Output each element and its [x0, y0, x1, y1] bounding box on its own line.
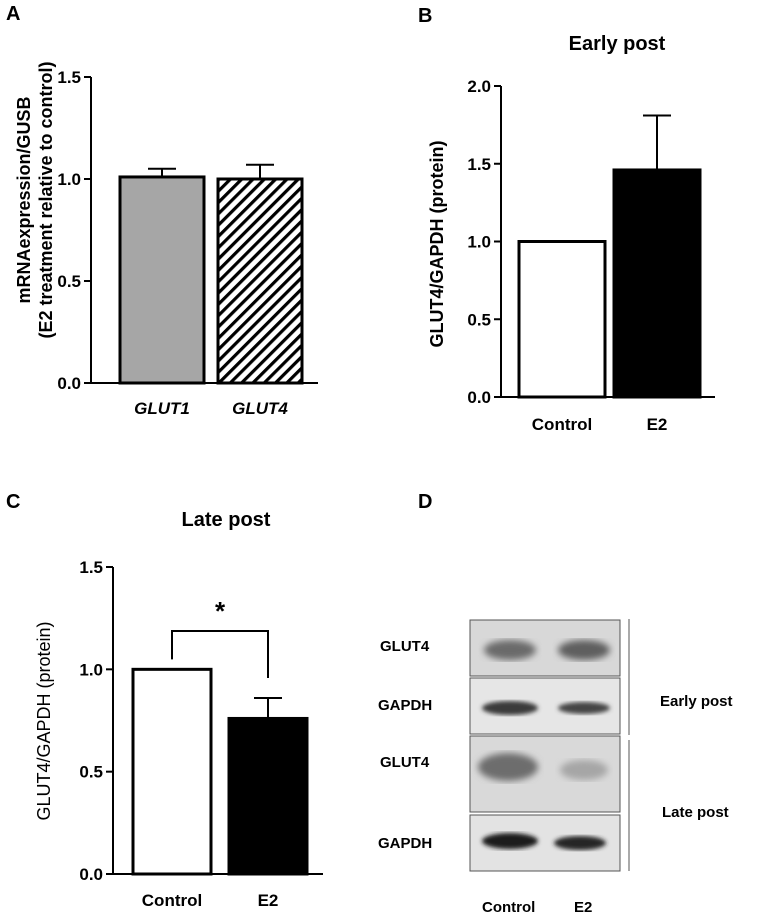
chart-b-ylabel: GLUT4/GAPDH (protein): [427, 141, 447, 348]
significance-bracket: [171, 630, 269, 678]
category-label: GLUT1: [134, 399, 190, 418]
y-tick-label: 1.0: [57, 170, 81, 189]
chart-a: mRNAexpression/GUSB (E2 treatment relati…: [14, 61, 318, 418]
panel-letter-d: D: [418, 491, 432, 513]
chart-c-ylabel: GLUT4/GAPDH (protein): [34, 621, 54, 820]
band-glut4-late-control: [478, 753, 538, 781]
band-gapdh-late-control: [482, 833, 538, 849]
chart-a-ylabel-line2: (E2 treatment relative to control): [36, 61, 56, 338]
band-glut4-early-e2: [558, 640, 610, 660]
significance-star: *: [215, 596, 226, 626]
blot-row-label-4: GAPDH: [378, 835, 432, 852]
category-label: E2: [258, 891, 279, 910]
bar-glut1: [118, 175, 206, 385]
band-glut4-late-e2: [560, 760, 608, 780]
blot-lane-e2: E2: [574, 899, 592, 916]
bar-control: [517, 240, 607, 399]
chart-c-title: Late post: [182, 509, 271, 531]
category-label: E2: [647, 415, 668, 434]
blot-group-early: Early post: [660, 693, 733, 710]
y-tick-label: 0.5: [467, 310, 491, 329]
category-label: GLUT4: [232, 399, 288, 418]
y-tick-label: 2.0: [467, 77, 491, 96]
blot-row-label-3: GLUT4: [380, 754, 430, 771]
blot-group-late: Late post: [662, 804, 729, 821]
panel-letter-c: C: [6, 491, 20, 513]
bar-glut4: [216, 177, 304, 385]
blot-lane-control: Control: [482, 899, 535, 916]
panel-letter-b: B: [418, 5, 432, 27]
band-gapdh-early-e2: [558, 702, 610, 714]
panel-letter-a: A: [6, 3, 20, 25]
bar-control: [131, 667, 213, 876]
band-glut4-early-control: [484, 640, 536, 660]
bar-e2: [227, 716, 309, 876]
category-label: Control: [142, 891, 202, 910]
chart-c: Late post GLUT4/GAPDH (protein) 0.0 0.5 1.…: [34, 509, 323, 910]
band-gapdh-late-e2: [554, 836, 606, 850]
y-tick-label: 0.0: [79, 865, 103, 884]
y-tick-label: 0.5: [57, 272, 81, 291]
y-tick-label: 1.5: [467, 155, 491, 174]
y-tick-label: 0.0: [467, 388, 491, 407]
y-tick-label: 1.5: [57, 68, 81, 87]
blot-row-label-1: GLUT4: [380, 638, 430, 655]
y-tick-label: 1.0: [79, 660, 103, 679]
chart-a-ylabel-line1: mRNAexpression/GUSB: [14, 96, 34, 303]
y-tick-label: 1.0: [467, 233, 491, 252]
bar-e2: [612, 168, 702, 399]
western-blot: GLUT4 GAPDH GLUT4 GAPDH Early post Late …: [378, 619, 733, 916]
y-tick-label: 0.5: [79, 763, 103, 782]
blot-row-label-2: GAPDH: [378, 697, 432, 714]
band-gapdh-early-control: [482, 701, 538, 715]
chart-b: Early post GLUT4/GAPDH (protein) 0.0 0.5 1…: [427, 33, 715, 434]
y-tick-label: 1.5: [79, 558, 103, 577]
chart-b-title: Early post: [569, 33, 666, 55]
y-tick-label: 0.0: [57, 374, 81, 393]
category-label: Control: [532, 415, 592, 434]
